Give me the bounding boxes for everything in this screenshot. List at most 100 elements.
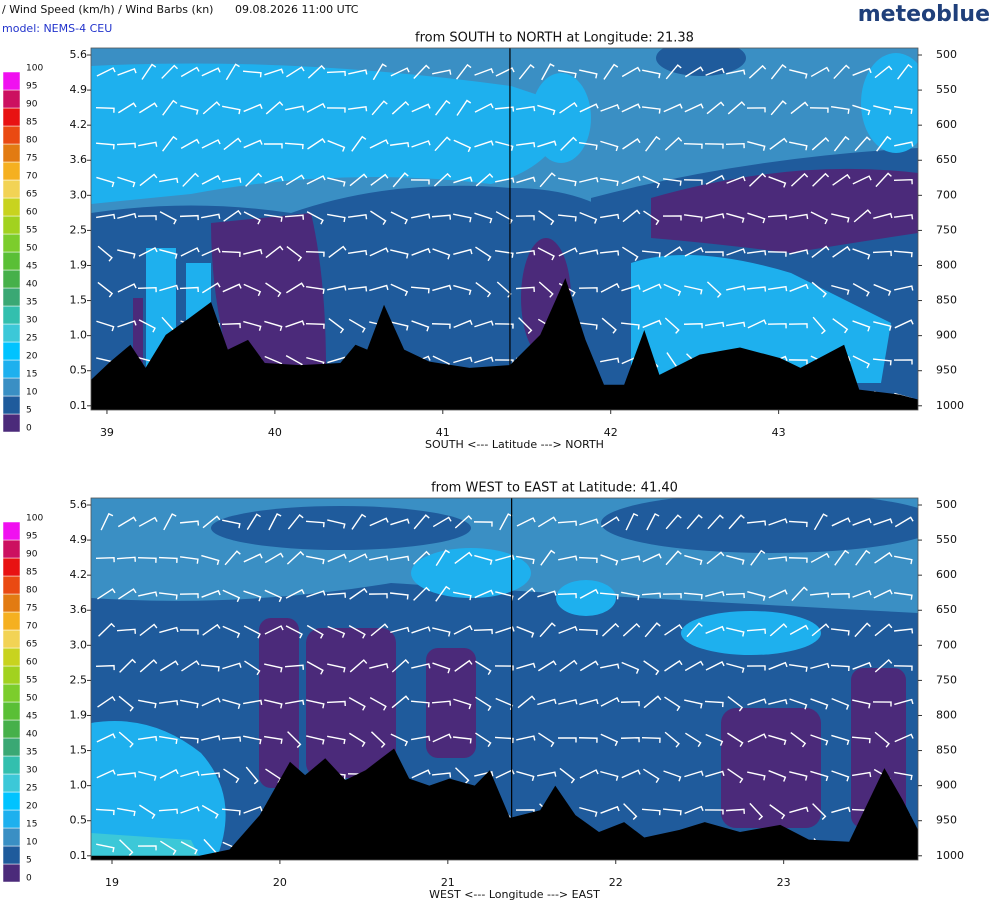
- wind-barb: [683, 214, 703, 222]
- wind-barb: [852, 175, 872, 185]
- wind-barb: [726, 212, 745, 223]
- wind-barb: [431, 323, 451, 329]
- colorbar-label: 95: [26, 532, 37, 542]
- wind-barb: [390, 67, 410, 77]
- wind-barb: [180, 806, 200, 814]
- wind-barb: [158, 808, 179, 814]
- wind-barb: [704, 809, 724, 815]
- wind-barb: [285, 174, 305, 186]
- colorbar-label: 25: [26, 334, 37, 344]
- wind-barb: [286, 550, 305, 565]
- wind-barb: [264, 589, 283, 603]
- wind-barb: [747, 733, 767, 743]
- y2-tick-label: 550: [936, 533, 957, 546]
- wind-barb: [180, 105, 199, 115]
- wind-barb: [453, 591, 472, 601]
- wind-barb: [831, 806, 851, 814]
- wind-barb: [810, 66, 830, 78]
- wind-barb: [684, 660, 704, 672]
- wind-barb: [306, 590, 326, 598]
- wind-barb: [264, 699, 283, 709]
- wind-barb: [704, 251, 724, 257]
- x-axis-label: SOUTH <--- Latitude ---> NORTH: [425, 438, 604, 451]
- wind-barb: [747, 771, 766, 781]
- wind-barb: [118, 588, 137, 600]
- wind-barb: [348, 625, 366, 639]
- wind-barb: [579, 518, 599, 526]
- wind-barb: [306, 102, 326, 113]
- wind-barb: [831, 697, 850, 710]
- wind-barb: [453, 139, 472, 153]
- wind-barb: [600, 770, 619, 781]
- wind-barb: [95, 808, 115, 816]
- wind-barb: [475, 696, 492, 712]
- wind-barb: [263, 143, 283, 149]
- wind-barb: [746, 286, 767, 292]
- wind-barb: [432, 248, 451, 260]
- wind-barb: [537, 771, 557, 777]
- colorbar-segment: [2, 359, 21, 379]
- wind-barb: [727, 101, 746, 115]
- wind-barb: [159, 660, 179, 672]
- wind-barb: [516, 176, 536, 184]
- wind-barb: [750, 549, 766, 566]
- wind-barb: [560, 136, 578, 151]
- wind-barb: [137, 556, 157, 563]
- wind-barb: [137, 735, 158, 742]
- wind-barb: [139, 804, 156, 820]
- wind-barb: [559, 767, 576, 784]
- wind-barb: [810, 662, 830, 670]
- wind-barb: [222, 698, 241, 709]
- wind-barb: [642, 175, 661, 189]
- wind-barb: [768, 661, 788, 670]
- wind-barb: [306, 624, 324, 639]
- wind-barb: [726, 321, 746, 328]
- wind-barb: [685, 732, 702, 747]
- wind-barb: [600, 103, 620, 112]
- wind-barb: [894, 285, 914, 291]
- wind-barb: [893, 214, 914, 220]
- wind-barb: [537, 590, 557, 598]
- wind-barb: [516, 626, 535, 638]
- wind-barb: [516, 770, 535, 781]
- wind-barb: [432, 69, 452, 75]
- wind-barb: [96, 176, 115, 188]
- wind-barb: [138, 319, 156, 333]
- wind-barb: [684, 805, 704, 815]
- wind-barb: [96, 843, 115, 853]
- wind-barb: [705, 625, 725, 634]
- wind-barb: [243, 139, 263, 149]
- y-tick-label: 1.5: [70, 744, 88, 757]
- wind-barb: [243, 590, 262, 602]
- wind-barb: [768, 518, 788, 526]
- wind-barb: [684, 554, 703, 565]
- wind-barb: [225, 63, 240, 81]
- wind-barb: [413, 64, 430, 80]
- wind-barb: [138, 591, 158, 597]
- wind-barb: [872, 701, 892, 707]
- colorbar-label: 55: [26, 226, 37, 236]
- colorbar-segment: [2, 179, 21, 199]
- colorbar-segment: [2, 269, 21, 289]
- wind-barb: [454, 659, 473, 672]
- wind-barb: [851, 736, 871, 744]
- wind-barb: [410, 700, 430, 708]
- wind-barb: [97, 696, 116, 708]
- wind-barb: [432, 284, 452, 292]
- wind-barb: [431, 772, 452, 778]
- x-tick-label: 22: [609, 876, 623, 889]
- wind-barb: [873, 283, 892, 296]
- wind-barb: [369, 284, 389, 292]
- wind-barb: [746, 628, 767, 634]
- wind-barb: [642, 553, 662, 563]
- wind-barb: [243, 211, 261, 225]
- wind-barb: [158, 556, 178, 563]
- colorbar-label: 0: [26, 874, 32, 884]
- wind-barb: [789, 624, 809, 636]
- wind-barb: [391, 100, 410, 115]
- wind-barb: [159, 284, 179, 292]
- wind-barb: [263, 735, 283, 744]
- wind-barb: [768, 176, 787, 188]
- wind-barb: [474, 589, 494, 599]
- wind-barb: [98, 622, 116, 637]
